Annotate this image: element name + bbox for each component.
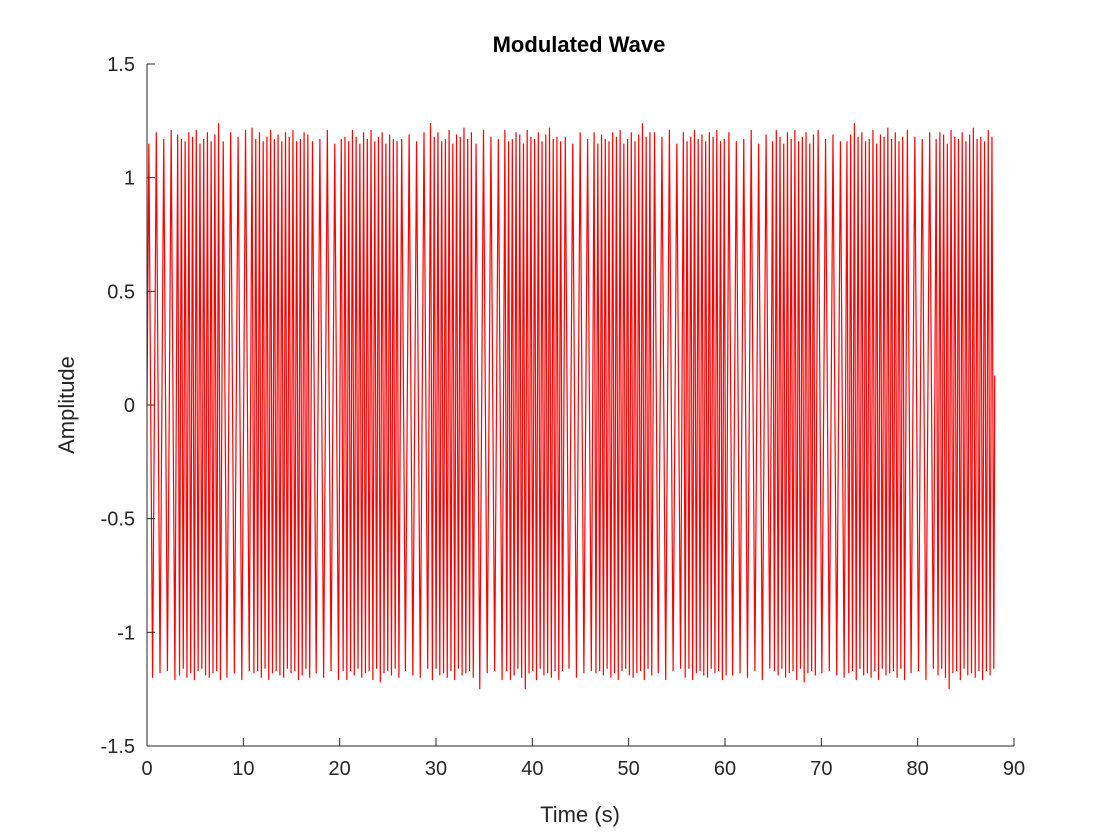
x-tick-label: 10 <box>232 758 254 780</box>
y-tick-label: -1 <box>117 622 135 644</box>
series-layer <box>146 123 996 690</box>
axes-layer: 0 10 20 30 40 50 60 70 80 90 -1.5 -1 -0.5 0 0.5 1 1.5 <box>101 54 1026 780</box>
y-tick-label: 1 <box>124 168 135 190</box>
y-tick-label: 0.5 <box>107 281 135 303</box>
x-tick-label: 70 <box>810 758 832 780</box>
x-tick-label: 80 <box>907 758 929 780</box>
x-tick-label: 90 <box>1003 758 1025 780</box>
y-tick-label: -0.5 <box>101 509 135 531</box>
x-tick-label: 0 <box>141 758 152 780</box>
chart-title: Modulated Wave <box>493 32 666 57</box>
series-line-0 <box>146 123 996 690</box>
y-axis-label: Amplitude <box>54 356 79 454</box>
y-tick-label: -1.5 <box>101 736 135 758</box>
y-tick-label: 0 <box>124 395 135 417</box>
x-tick-label: 50 <box>618 758 640 780</box>
x-tick-label: 40 <box>521 758 543 780</box>
x-axis-label: Time (s) <box>540 802 620 827</box>
y-tick-label: 1.5 <box>107 54 135 76</box>
x-tick-label: 20 <box>329 758 351 780</box>
x-tick-label: 60 <box>714 758 736 780</box>
x-tick-label: 30 <box>425 758 447 780</box>
